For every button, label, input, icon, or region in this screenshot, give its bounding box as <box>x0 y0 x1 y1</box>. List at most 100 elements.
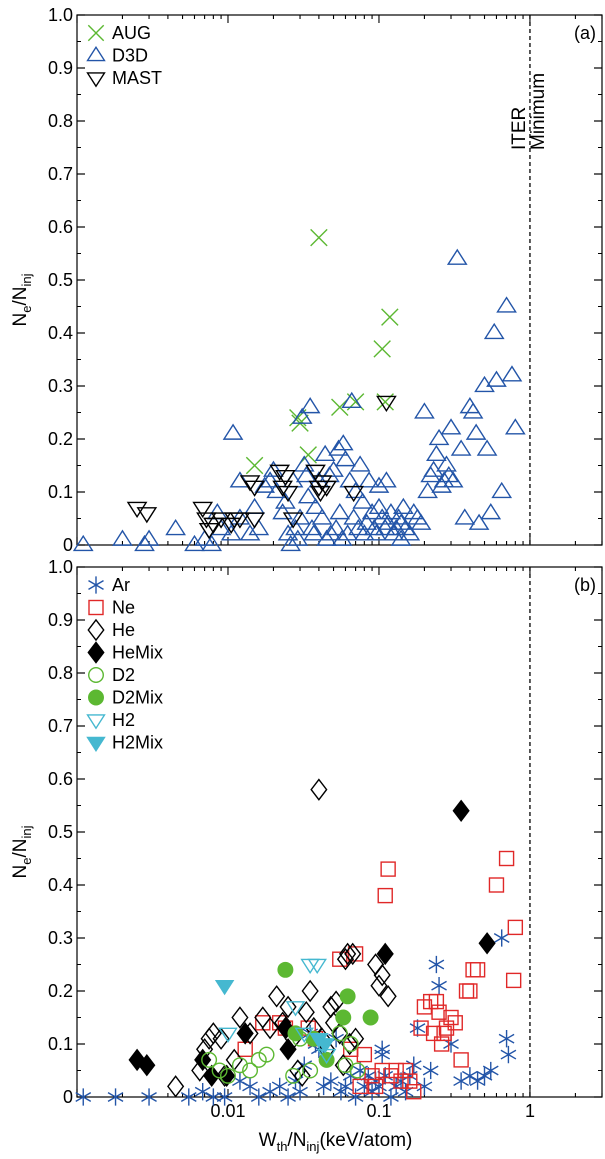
data-point-ar <box>356 1077 373 1096</box>
data-point-d3d <box>417 481 438 499</box>
data-point-d3d <box>220 524 242 541</box>
data-point-ar <box>422 1061 439 1080</box>
data-point-d3d <box>390 513 412 530</box>
data-point-hemix <box>203 1064 221 1088</box>
data-point-he <box>334 1053 352 1077</box>
data-point-he <box>301 979 319 1003</box>
y-tick-label: 0.4 <box>48 875 73 895</box>
data-point-hemix <box>376 942 394 966</box>
data-point-d3d <box>361 503 383 520</box>
data-point-ne <box>458 983 475 999</box>
data-point-d3d <box>474 375 495 393</box>
data-point-h2mix <box>315 1038 335 1054</box>
data-point-d3d <box>316 529 337 546</box>
data-point-mast <box>282 512 304 529</box>
data-point-ne <box>498 850 515 867</box>
data-point-mast <box>126 501 148 519</box>
y-axis-title-base: N <box>10 313 31 327</box>
data-point-d3d <box>368 476 390 493</box>
data-point-d2 <box>285 1067 302 1084</box>
data-point-d3d <box>335 450 356 467</box>
data-point-d3d <box>459 397 481 414</box>
data-point-ar <box>315 1077 332 1096</box>
legend-label: AUG <box>112 23 151 43</box>
data-point-d3d <box>454 508 476 525</box>
data-point-mast <box>305 464 326 481</box>
y-tick-label: 0.7 <box>48 164 73 184</box>
series-mast <box>126 395 397 540</box>
data-point-mast <box>244 512 265 529</box>
y-tick-label: 0 <box>63 1087 73 1107</box>
data-point-d3d <box>483 322 505 340</box>
data-point-d3d <box>311 508 333 525</box>
data-point-d3d <box>476 439 498 456</box>
data-point-d3d <box>438 465 460 483</box>
data-point-ar <box>141 1088 157 1106</box>
data-point-ar <box>469 1072 486 1090</box>
series-d3d <box>72 248 526 552</box>
y-axis-title-base: N <box>10 865 31 879</box>
y-tick-label: 0.3 <box>48 928 73 948</box>
data-point-d3d <box>332 434 354 451</box>
data-point-d3d <box>468 513 490 530</box>
data-point-he <box>379 985 397 1008</box>
data-point-ne <box>488 877 505 893</box>
series-ar <box>75 929 517 1106</box>
legend-marker-d2 <box>88 667 104 683</box>
data-point-ar <box>242 1077 258 1096</box>
data-point-d2mix <box>362 1009 379 1026</box>
data-point-aug <box>310 228 328 247</box>
data-point-d3d <box>259 471 281 488</box>
data-point-d3d <box>491 481 513 499</box>
data-point-d3d <box>305 497 326 515</box>
y-axis-title-sub1: e <box>19 306 34 313</box>
data-point-aug <box>245 456 264 475</box>
data-point-ne <box>413 1020 429 1036</box>
data-point-mast <box>376 395 397 413</box>
iter-label: ITER <box>509 107 530 150</box>
legend-marker-d3d <box>86 45 106 62</box>
legend-marker-aug <box>87 24 105 42</box>
data-point-d3d <box>244 497 265 515</box>
data-point-mast <box>229 512 251 529</box>
data-point-he <box>339 942 357 966</box>
data-point-d3d <box>504 418 526 435</box>
data-point-d2mix <box>335 1009 352 1026</box>
data-point-mast <box>244 480 265 497</box>
legend-marker-hemix <box>87 641 105 664</box>
data-point-d3d <box>462 402 484 419</box>
data-point-mast <box>311 475 333 492</box>
legend-label: Ne <box>112 598 135 618</box>
data-point-ar <box>493 929 510 947</box>
data-point-d3d <box>480 503 502 520</box>
data-point-d2 <box>349 1062 366 1079</box>
data-point-mast <box>192 501 214 519</box>
data-point-d3d <box>390 529 412 546</box>
data-point-d2 <box>220 1067 236 1084</box>
series-d2 <box>201 1025 366 1084</box>
y-tick-label: 0.1 <box>48 1034 73 1054</box>
legend-label: H2Mix <box>112 733 163 753</box>
data-point-aug <box>299 446 317 464</box>
y-tick-label: 0.1 <box>48 482 73 502</box>
data-point-d3d <box>450 439 472 456</box>
y-axis-title: Ne/Ninj <box>10 273 34 326</box>
data-point-d3d <box>352 492 374 509</box>
data-point-d3d <box>376 471 397 488</box>
data-point-he <box>293 1064 311 1088</box>
data-point-d3d <box>399 524 421 541</box>
y-tick-label: 0.3 <box>48 376 73 396</box>
y-axis-title-mid: /N <box>10 839 31 858</box>
data-point-h2mix <box>214 979 235 996</box>
data-point-d3d <box>337 524 358 541</box>
data-point-ar <box>194 1083 211 1101</box>
data-point-d3d <box>426 444 447 462</box>
data-point-hemix <box>478 932 496 955</box>
data-point-ne <box>465 962 481 978</box>
data-point-mast <box>269 464 291 481</box>
data-point-ar <box>322 1072 339 1090</box>
y-tick-label: 0 <box>63 535 73 555</box>
data-point-ar <box>250 1088 267 1106</box>
data-point-d3d <box>222 423 244 440</box>
